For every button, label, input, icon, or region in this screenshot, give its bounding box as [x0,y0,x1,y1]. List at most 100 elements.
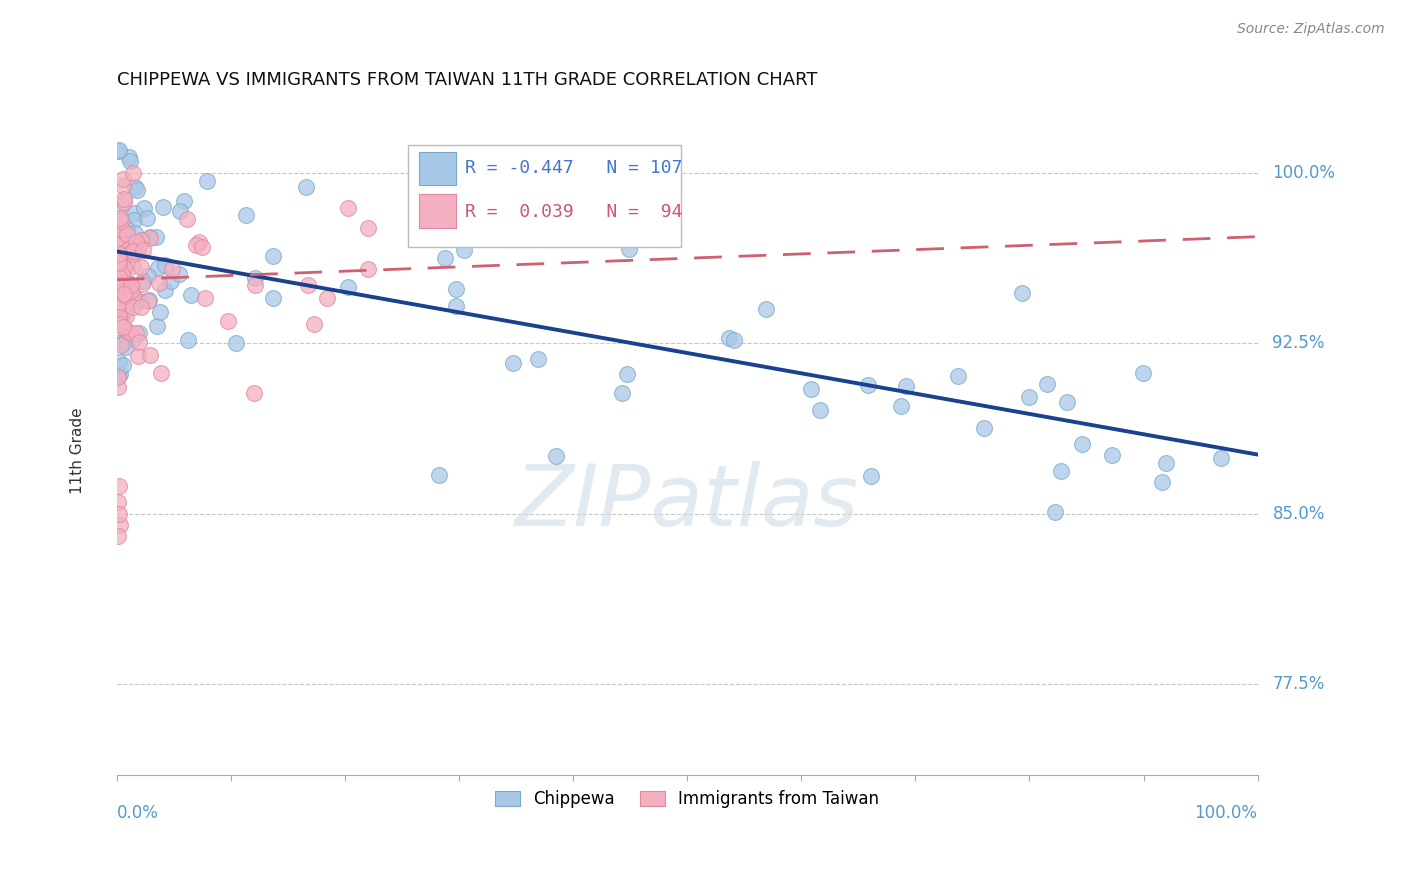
Point [808,403,831,417]
Point [107,380,129,394]
Point [139,348,162,362]
Point [115,310,138,324]
Point [110,267,132,281]
Point [107,247,129,261]
Point [124,180,146,194]
Point [111,252,134,266]
Point [129,260,152,274]
Point [108,280,131,294]
Point [146,260,169,275]
Point [502,356,524,370]
Point [110,334,132,349]
Point [107,255,129,269]
Point [1056,394,1078,409]
Point [108,293,131,308]
Point [107,529,129,543]
Point [124,226,146,240]
Point [1011,285,1033,300]
Point [146,318,169,333]
Point [108,354,131,368]
Point [121,279,143,293]
Point [167,267,190,281]
Point [139,231,162,245]
Point [302,317,325,331]
Point [125,326,148,341]
Point [107,275,129,289]
Point [107,245,129,260]
Point [444,299,467,313]
Point [121,281,143,295]
Point [112,276,135,290]
Text: R =  0.039   N =  94: R = 0.039 N = 94 [465,202,682,221]
Point [112,319,135,334]
Point [1018,390,1040,404]
Text: 92.5%: 92.5% [1272,334,1324,352]
Point [1071,437,1094,451]
Point [115,227,138,241]
Point [112,284,135,298]
Point [114,280,136,294]
Point [107,145,129,159]
Point [195,174,218,188]
Point [188,235,211,249]
Text: 11th Grade: 11th Grade [70,408,84,494]
Point [115,278,138,293]
Point [136,294,159,309]
Point [118,153,141,168]
Point [110,211,132,225]
Point [120,284,142,298]
Point [110,198,132,212]
Point [129,300,152,314]
Point [107,263,129,277]
Point [108,507,131,521]
Point [297,278,319,293]
Point [316,291,339,305]
Point [121,326,143,341]
Point [1154,456,1177,470]
Point [180,288,202,302]
Point [108,306,131,320]
Point [132,274,155,288]
Point [117,276,139,290]
Point [122,213,145,227]
Point [121,260,143,274]
Point [107,299,129,313]
Point [894,379,917,393]
Point [121,244,143,259]
Text: 100.0%: 100.0% [1272,164,1336,182]
Point [357,220,380,235]
Point [107,253,129,268]
Point [114,340,136,354]
Text: 100.0%: 100.0% [1195,804,1257,822]
Point [111,310,134,324]
Point [124,206,146,220]
Text: 85.0%: 85.0% [1272,505,1324,523]
Point [115,323,138,337]
Text: ZIPatlas: ZIPatlas [515,461,859,544]
Point [544,449,567,463]
Point [120,278,142,293]
Point [107,295,129,310]
Point [115,227,138,241]
Point [111,172,134,186]
Point [723,334,745,348]
Point [169,204,191,219]
Point [111,223,134,237]
Point [108,238,131,252]
Point [890,399,912,413]
Point [973,420,995,434]
Point [173,194,195,209]
Point [427,468,450,483]
Point [120,280,142,294]
Point [128,238,150,252]
Point [108,270,131,285]
Point [111,179,134,194]
Point [108,251,131,265]
Point [108,479,131,493]
Point [155,258,177,272]
Point [1152,475,1174,490]
Point [128,326,150,340]
Point [108,260,131,274]
Text: R = -0.447   N = 107: R = -0.447 N = 107 [465,160,682,178]
Point [115,222,138,236]
